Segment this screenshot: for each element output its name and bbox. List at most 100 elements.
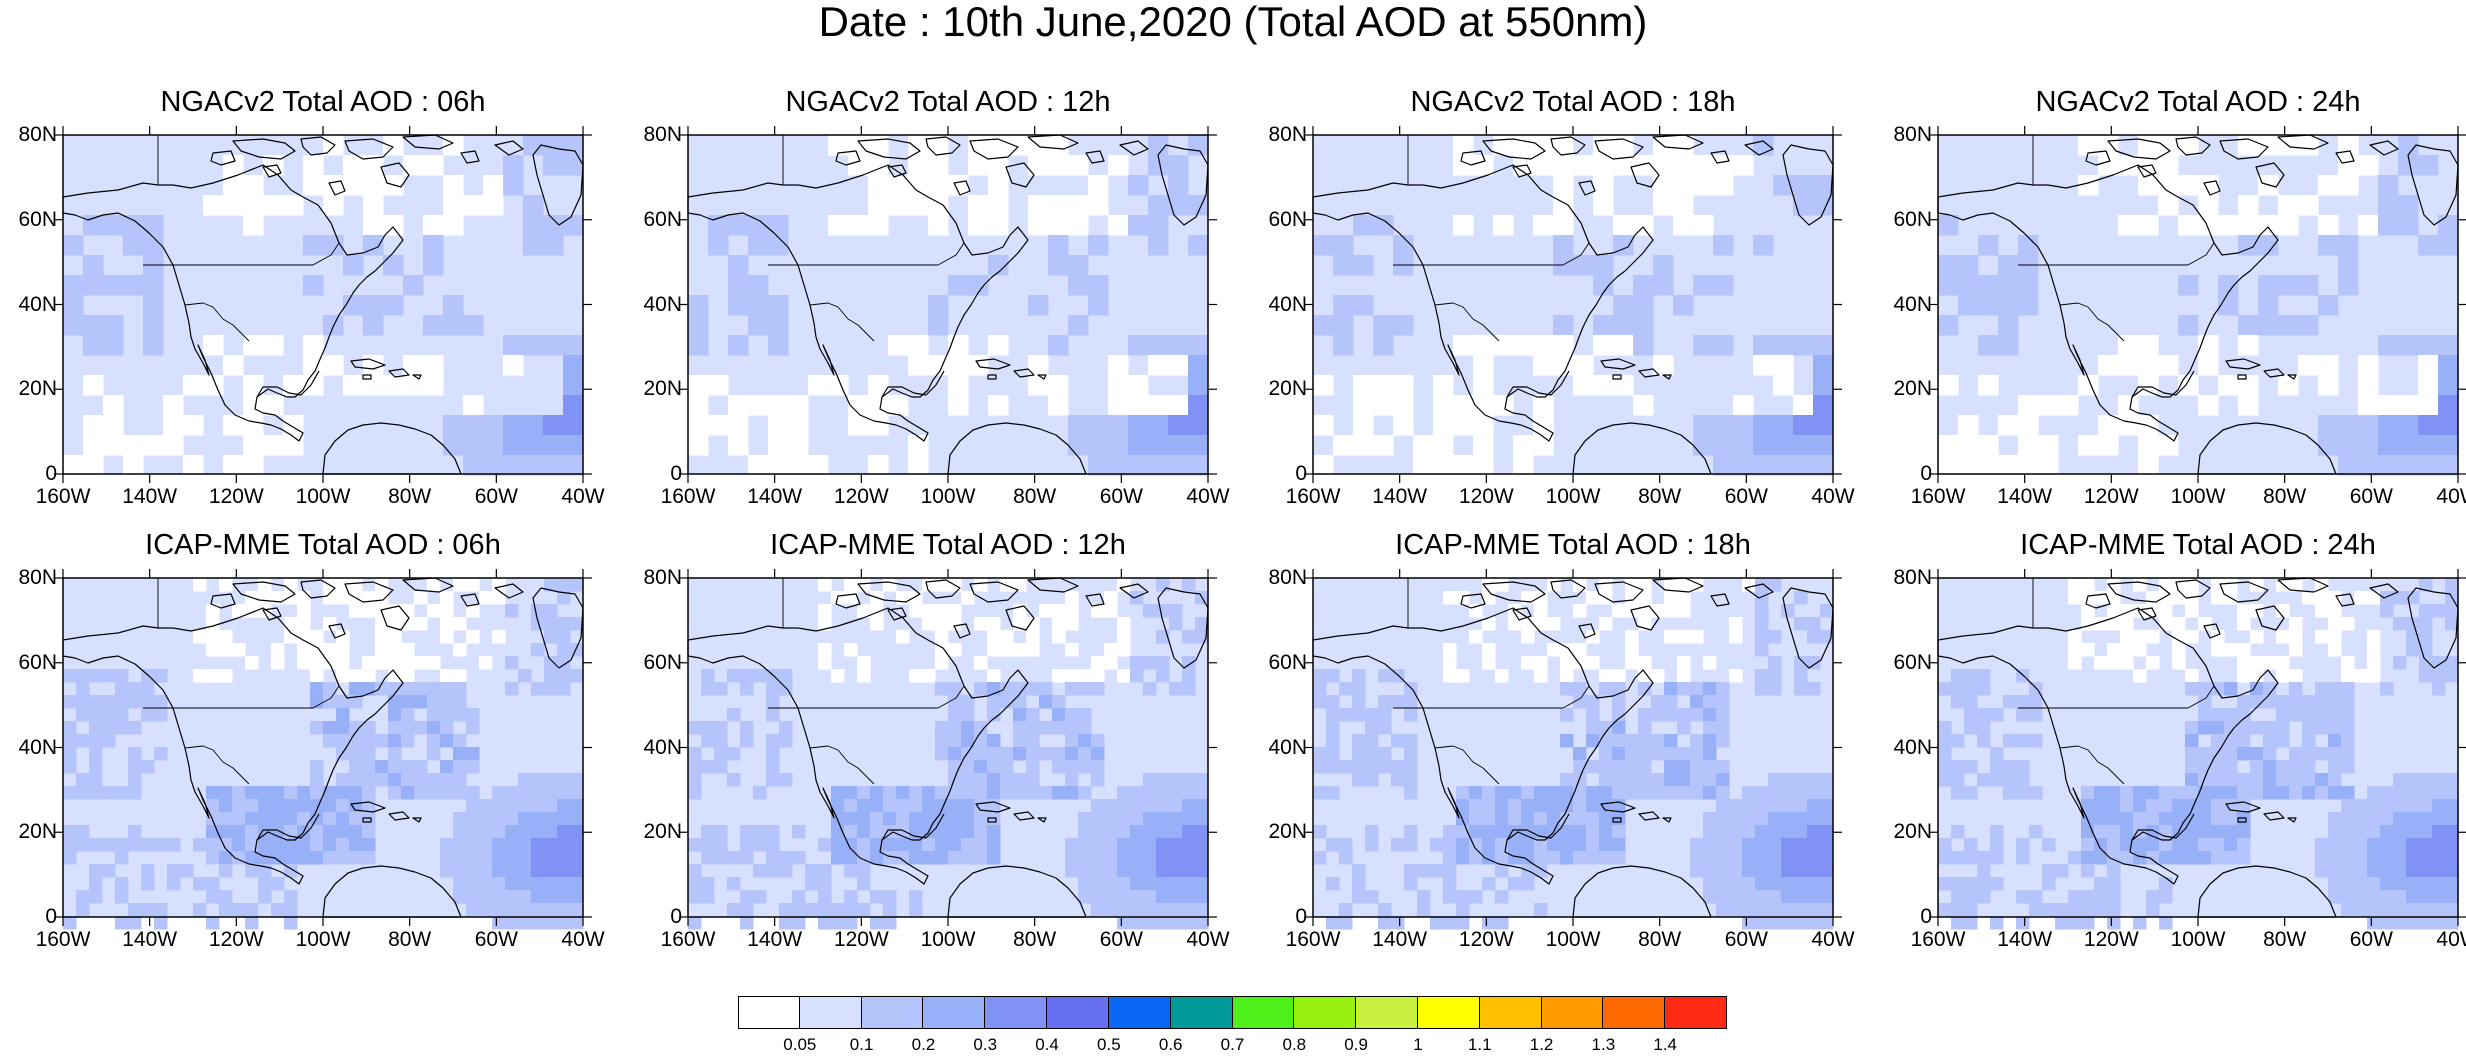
map-panel-icap-18h: ICAP-MME Total AOD : 18h 80N 60N 40N 20N 0 16… [1268,530,1854,951]
colorbar-level-label: 1 [1413,1035,1423,1054]
coastlines [1937,577,2459,918]
lat-tick-label: 0 [1295,462,1307,485]
panel-title: ICAP-MME Total AOD : 24h [2020,529,2376,561]
lon-tick-label: 60W [2349,928,2393,951]
lat-tick-label: 60N [643,650,682,674]
lon-tick-label: 80W [1013,928,1057,951]
lon-tick-label: 80W [1013,485,1057,508]
aod-map [679,126,1217,483]
lon-tick-label: 140W [747,485,803,508]
lon-tick-label: 60W [1724,485,1768,508]
map-panel-icap-12h: ICAP-MME Total AOD : 12h 80N 60N 40N 20N 0 16… [643,530,1229,951]
map-panel-ngac-12h: NGACv2 Total AOD : 12h 80N 60N 40N 20N 0 160W… [643,87,1229,508]
lon-tick-label: 140W [1997,928,2053,951]
aod-map [54,569,592,930]
lon-tick-label: 80W [388,485,432,508]
lon-tick-label: 60W [2349,485,2393,508]
colorbar-swatch [1479,996,1542,1029]
lat-tick-label: 80N [1893,566,1932,589]
colorbar-level-label: 0.6 [1158,1035,1183,1054]
figure-title: Date : 10th June,2020 (Total AOD at 550n… [818,0,1648,45]
panel-title: ICAP-MME Total AOD : 12h [770,529,1126,561]
panel-title: ICAP-MME Total AOD : 18h [1395,529,1751,561]
lon-tick-label: 40W [2436,928,2466,951]
lon-tick-label: 40W [561,928,605,951]
lat-tick-label: 20N [18,377,57,401]
lat-tick-label: 80N [18,123,57,146]
coastlines [1937,134,2459,475]
lat-tick-label: 0 [1920,905,1932,928]
colorbar-swatch [1417,996,1480,1029]
lat-tick-label: 60N [1893,650,1932,674]
colorbar-level-label: 0.7 [1220,1035,1245,1054]
colorbar-swatch [799,996,862,1029]
lat-tick-label: 0 [45,905,57,928]
panel-title: NGACv2 Total AOD : 06h [160,86,486,118]
lon-tick-label: 100W [295,485,351,508]
coastlines [1312,577,1834,918]
panel-title: NGACv2 Total AOD : 12h [785,86,1111,118]
aod-field [1313,578,1834,930]
colorbar-level-label: 0.5 [1097,1035,1121,1054]
lon-tick-label: 40W [1811,928,1855,951]
lon-tick-label: 120W [208,485,264,508]
lat-tick-label: 80N [1893,123,1932,146]
lon-tick-label: 40W [1186,928,1230,951]
colorbar-swatch [985,996,1048,1029]
coastlines [1312,134,1834,475]
colorbar-level-label: 0.2 [911,1035,936,1054]
lon-tick-label: 60W [474,928,518,951]
coastlines [687,577,1209,918]
axis-ticks [679,126,1217,483]
lon-tick-label: 100W [1545,928,1601,951]
lon-tick-label: 100W [920,485,976,508]
lon-tick-label: 120W [208,928,264,951]
lat-tick-label: 60N [643,207,682,231]
lat-tick-label: 0 [1295,905,1307,928]
lon-tick-label: 100W [2170,928,2226,951]
lon-tick-label: 140W [122,928,178,951]
coastlines [62,134,584,475]
lat-tick-label: 60N [1268,207,1307,231]
colorbar-level-label: 0.1 [849,1035,874,1054]
lon-tick-label: 80W [2263,928,2307,951]
colorbar-swatch [923,996,986,1029]
colorbar-swatch [861,996,924,1029]
lat-tick-label: 20N [18,820,57,844]
lon-tick-label: 140W [1997,485,2053,508]
colorbar-level-label: 1.4 [1653,1035,1678,1054]
colorbar-level-label: 0.3 [973,1035,998,1054]
lon-tick-label: 140W [747,928,803,951]
lat-tick-label: 40N [643,735,682,759]
lon-tick-label: 160W [660,485,716,508]
colorbar-swatch [1108,996,1171,1029]
panel-title: NGACv2 Total AOD : 18h [1410,86,1736,118]
aod-field [1313,135,1834,476]
aod-map [1304,569,1842,930]
lon-tick-label: 120W [2083,928,2139,951]
panel-title: NGACv2 Total AOD : 24h [2035,86,2361,118]
colorbar-swatch [738,996,800,1029]
colorbar-swatch [1170,996,1233,1029]
lat-tick-label: 20N [1268,377,1307,401]
lat-tick-label: 0 [1920,462,1932,485]
aod-map [1929,569,2466,930]
map-panel-ngac-24h: NGACv2 Total AOD : 24h 80N 60N 40N 20N 0 160W… [1893,87,2466,508]
lon-tick-label: 160W [1285,928,1341,951]
colorbar-level-label: 1.2 [1529,1035,1554,1054]
colorbar-swatch [1603,996,1666,1029]
lat-tick-label: 0 [670,905,682,928]
lat-tick-label: 80N [18,566,57,589]
coastlines [687,134,1209,475]
lon-tick-label: 80W [388,928,432,951]
colorbar-swatch [1356,996,1418,1029]
lon-tick-label: 160W [35,928,91,951]
lon-tick-label: 160W [35,485,91,508]
lon-tick-label: 160W [1285,485,1341,508]
lon-tick-label: 140W [1372,485,1428,508]
lat-tick-label: 60N [18,207,57,231]
colorbar-level-label: 0.8 [1282,1035,1307,1054]
colorbar-level-label: 1.3 [1591,1035,1616,1054]
aod-colorbar: 0.05 0.1 0.2 0.3 0.4 0.5 0.6 0.7 0.8 0.9 1 1.1 1.2 1.… [738,996,1727,1054]
aod-field [688,578,1209,930]
